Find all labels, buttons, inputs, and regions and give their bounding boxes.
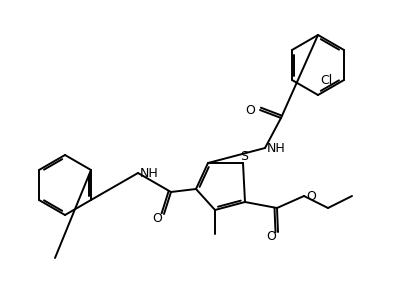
Text: S: S bbox=[240, 149, 248, 162]
Text: O: O bbox=[306, 189, 316, 202]
Text: Cl: Cl bbox=[320, 74, 332, 87]
Text: O: O bbox=[266, 230, 276, 243]
Text: O: O bbox=[152, 212, 162, 225]
Text: NH: NH bbox=[267, 141, 286, 154]
Text: NH: NH bbox=[140, 166, 159, 179]
Text: O: O bbox=[245, 103, 255, 116]
